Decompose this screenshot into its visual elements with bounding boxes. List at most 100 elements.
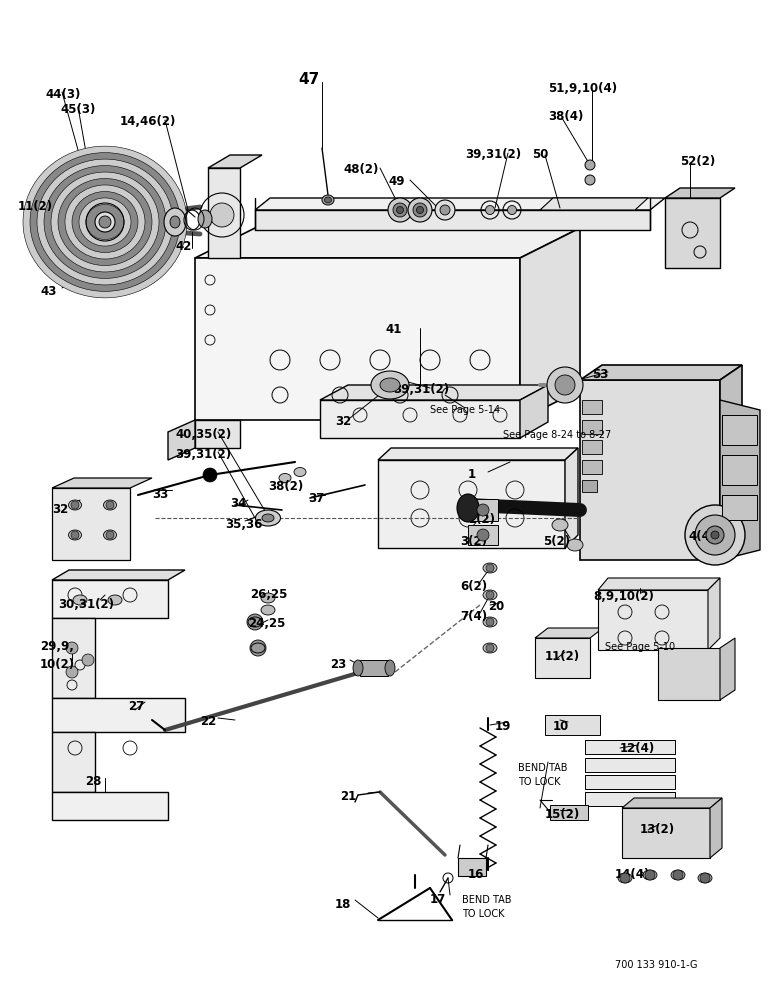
Ellipse shape [322,195,334,205]
Text: 43: 43 [40,285,56,298]
Ellipse shape [435,200,455,220]
Ellipse shape [685,505,745,565]
Ellipse shape [711,531,719,539]
Polygon shape [195,420,240,448]
Ellipse shape [261,593,275,603]
Ellipse shape [294,468,306,477]
Text: 49: 49 [388,175,405,188]
Text: 8,9,10(2): 8,9,10(2) [593,590,654,603]
Text: See Page 5-14: See Page 5-14 [430,405,500,415]
Bar [545,715,600,735]
Bar [585,775,675,789]
Text: TO LOCK: TO LOCK [462,909,504,919]
Bar [582,440,602,454]
Ellipse shape [30,153,180,291]
Polygon shape [255,198,665,210]
Circle shape [620,873,630,883]
Text: 32: 32 [52,503,68,516]
Polygon shape [208,155,262,168]
Ellipse shape [324,197,331,203]
Text: 11(2): 11(2) [18,200,53,213]
Text: 27: 27 [128,700,144,713]
Circle shape [82,654,94,666]
Polygon shape [622,798,722,808]
Polygon shape [720,638,735,700]
Ellipse shape [99,216,111,228]
Polygon shape [580,380,720,560]
Text: 29,9,: 29,9, [40,640,74,653]
Text: See Page 8-24 to 8-27: See Page 8-24 to 8-27 [503,430,611,440]
Text: 13(2): 13(2) [640,823,676,836]
Text: 2(2): 2(2) [468,513,495,526]
Ellipse shape [618,873,632,883]
Circle shape [477,529,489,541]
Circle shape [486,618,494,626]
Text: 42: 42 [175,240,191,253]
Bar [360,660,388,676]
Text: 28: 28 [85,775,101,788]
Polygon shape [565,448,578,548]
Circle shape [486,564,494,572]
Polygon shape [598,590,708,650]
Ellipse shape [552,519,568,531]
Bar [585,758,675,772]
Text: 26,25: 26,25 [250,588,287,601]
Polygon shape [520,385,548,438]
Ellipse shape [86,204,124,240]
Text: 38(4): 38(4) [548,110,584,123]
Ellipse shape [507,206,516,215]
Polygon shape [520,228,580,420]
Text: 15(2): 15(2) [545,808,581,821]
Text: 51,9,10(4): 51,9,10(4) [548,82,617,95]
Text: 48(2): 48(2) [343,163,378,176]
Ellipse shape [698,873,712,883]
Circle shape [547,367,583,403]
Bar [722,455,757,485]
Text: 33: 33 [152,488,168,501]
Ellipse shape [397,207,404,214]
Polygon shape [710,798,722,858]
Polygon shape [598,578,720,590]
Polygon shape [208,168,240,258]
Circle shape [486,591,494,599]
Bar [585,792,675,806]
Polygon shape [580,365,742,380]
Ellipse shape [408,198,432,222]
Polygon shape [52,580,168,618]
Ellipse shape [95,212,115,232]
Circle shape [247,614,263,630]
Ellipse shape [37,159,173,285]
Ellipse shape [695,515,735,555]
Text: 41: 41 [385,323,401,336]
Ellipse shape [353,660,363,676]
Text: 18: 18 [335,898,351,911]
Ellipse shape [388,198,412,222]
Polygon shape [720,365,742,560]
Ellipse shape [261,605,275,615]
Polygon shape [52,792,168,820]
Text: 14,46(2): 14,46(2) [120,115,176,128]
Text: BEND TAB: BEND TAB [462,895,512,905]
Text: 7(4): 7(4) [460,610,487,623]
Text: 23: 23 [330,658,347,671]
Text: BEND TAB: BEND TAB [518,763,567,773]
Ellipse shape [440,205,450,215]
Bar [582,460,602,474]
Ellipse shape [483,563,497,573]
Polygon shape [52,618,95,698]
Circle shape [203,468,217,482]
Ellipse shape [483,617,497,627]
Ellipse shape [103,530,117,540]
Ellipse shape [103,500,117,510]
Polygon shape [52,478,152,488]
Text: 5(2): 5(2) [543,535,571,548]
Ellipse shape [65,185,145,259]
Bar [468,525,498,545]
Text: 17: 17 [430,893,446,906]
Polygon shape [622,808,710,858]
Text: 14(4): 14(4) [615,868,650,881]
Text: 32: 32 [335,415,351,428]
Text: 10(2): 10(2) [40,658,75,671]
Ellipse shape [262,514,274,522]
Text: See Page 5-10: See Page 5-10 [605,642,676,652]
